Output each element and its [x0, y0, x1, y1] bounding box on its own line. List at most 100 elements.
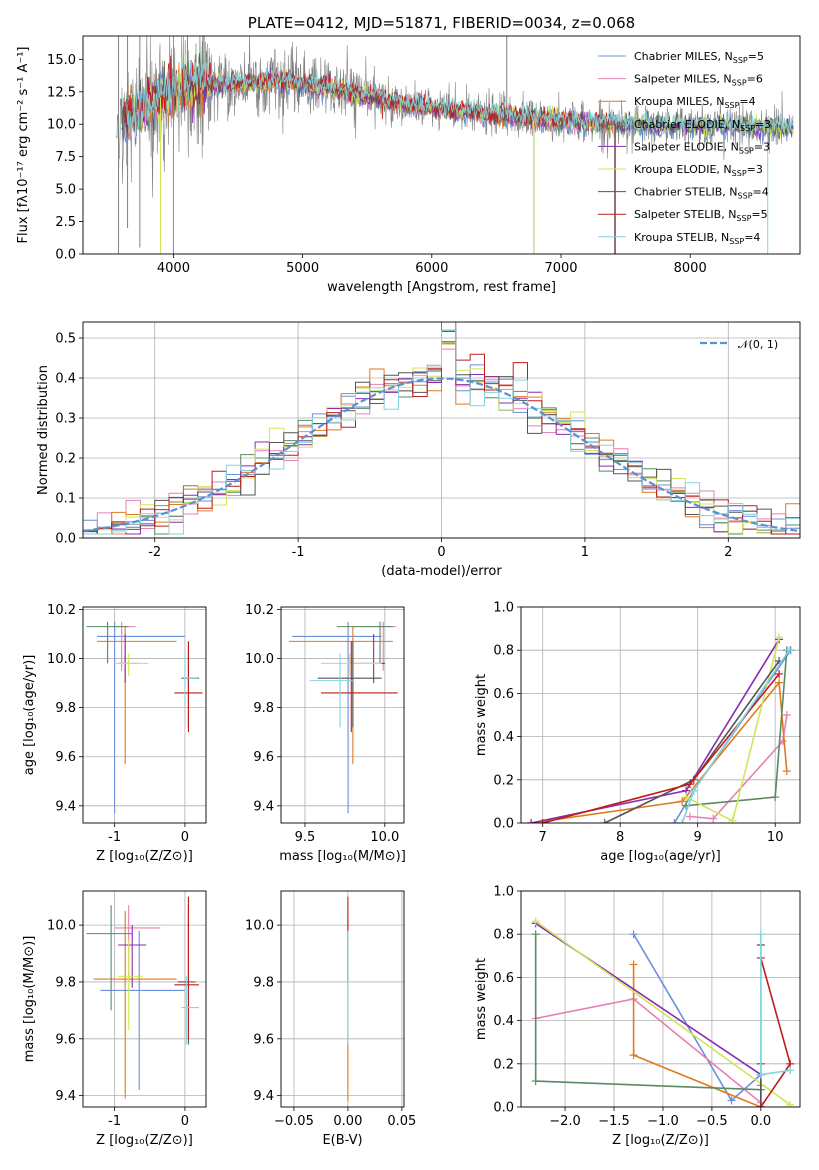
y-tick-label: 10.0 — [47, 652, 76, 667]
weight-marker-salpeter-stelib — [775, 669, 784, 678]
age-vs-mass-panel-plot-area — [288, 621, 398, 814]
y-tick-label: 9.8 — [55, 701, 76, 716]
axes-frame — [280, 890, 405, 1108]
y-tick-label: 1.0 — [493, 601, 514, 616]
y-tick-label: 0.0 — [55, 248, 76, 263]
weight-marker-kroupa-stelib — [756, 930, 765, 939]
legend-name: Salpeter ELODIE, N — [634, 140, 739, 153]
weight-line-salpeter-miles — [689, 714, 788, 820]
weight-marker-salpeter-stelib — [538, 819, 547, 823]
legend-name: Salpeter STELIB, N — [634, 208, 736, 221]
legend-name: Kroupa STELIB, N — [634, 231, 729, 244]
weight-line-kroupa-elodie — [535, 920, 791, 1106]
legend-suffix: =3 — [754, 140, 770, 153]
legend-sub: SSP — [738, 192, 753, 201]
x-tick-label: −1.5 — [598, 1114, 630, 1129]
y-tick-label: 9.4 — [253, 799, 274, 814]
weight-marker-chabrier-stelib — [600, 819, 609, 823]
x-axis-label: Z [log₁₀(Z/Z⊙)] — [96, 849, 193, 864]
legend-entry-chabrier-elodie: Chabrier ELODIE, NSSP=3 — [634, 118, 771, 133]
y-tick-label: 10.2 — [47, 603, 76, 618]
weight-line-salpeter-stelib — [760, 957, 792, 1107]
legend-name: Chabrier ELODIE, N — [634, 118, 740, 131]
weight-line-kroupa-miles — [530, 680, 788, 823]
legend-sub: SSP — [736, 214, 751, 223]
age-vs-mass-panel: 9.5 10.0 9.4 9.6 9.8 10.0 10.2 mass [log₁₀(M/M⊙… — [245, 603, 406, 864]
legend-sub: SSP — [733, 56, 748, 65]
x-tick-label: 0 — [437, 545, 445, 560]
legend-entry-salpeter-stelib: Salpeter STELIB, NSSP=5 — [634, 208, 768, 223]
y-tick-label: 0.0 — [493, 1101, 514, 1116]
legend-suffix: =3 — [755, 118, 771, 131]
weight-marker-kroupa-elodie — [775, 633, 784, 642]
y-tick-label: 0.4 — [493, 730, 514, 745]
y-tick-label: 0.5 — [55, 332, 76, 347]
mass-weight-vs-age-panel: 7 8 9 10 0.0 0.2 0.4 0.6 0.8 1.0 age [log₁₀(age/yr… — [474, 601, 801, 864]
age-vs-metallicity-panel-plot-area — [86, 621, 203, 814]
y-tick-label: 5.0 — [55, 183, 76, 198]
axes-frame — [82, 321, 801, 539]
x-tick-label: -2 — [148, 545, 161, 560]
y-axis-label: mass [log₁₀(M/M⊙)] — [22, 936, 37, 1063]
weight-line-salpeter-miles — [535, 998, 762, 1104]
weight-line-kroupa-elodie — [685, 637, 780, 822]
x-axis-label: (data-model)/error — [381, 564, 502, 579]
weight-marker-chabrier-miles — [727, 1096, 736, 1105]
legend-sub: SSP — [729, 237, 744, 246]
x-tick-label: 0.0 — [750, 1114, 771, 1129]
y-tick-label: 9.8 — [253, 701, 274, 716]
weight-marker-kroupa-stelib — [786, 1066, 795, 1075]
x-axis-label: Z [log₁₀(Z/Z⊙)] — [96, 1133, 193, 1148]
y-tick-label: 1.0 — [493, 885, 514, 900]
x-axis-label: E(B-V) — [322, 1133, 362, 1148]
y-tick-label: 0.0 — [55, 532, 76, 547]
spectrum-panel: 4000 5000 6000 7000 8000 0.0 2.5 5.0 7.5 10.0 12.5… — [16, 14, 801, 295]
weight-line-salpeter-elodie — [530, 638, 780, 823]
weight-marker-kroupa-elodie — [531, 917, 540, 926]
residual-histogram-panel: -2 -1 0 1 2 0.0 0.1 0.2 0.3 0.4 0.5 (data-model)/er… — [36, 321, 801, 579]
y-tick-label: 9.6 — [55, 1032, 76, 1047]
x-axis-label: wavelength [Angstrom, rest frame] — [327, 280, 556, 295]
axes-frame — [280, 606, 405, 824]
y-tick-label: 0.4 — [493, 1014, 514, 1029]
legend-entry-kroupa-miles: Kroupa MILES, NSSP=4 — [634, 95, 756, 110]
weight-marker-kroupa-elodie — [682, 793, 691, 802]
y-tick-label: 9.4 — [253, 1089, 274, 1104]
weight-marker-kroupa-miles — [775, 678, 784, 687]
x-tick-label: −0.05 — [274, 1114, 314, 1129]
model-spectrum-kroupa-stelib — [126, 58, 794, 137]
y-axis-label: mass weight — [474, 674, 489, 756]
weight-marker-chabrier-elodie — [771, 793, 780, 802]
legend-entry-kroupa-elodie: Kroupa ELODIE, NSSP=3 — [634, 163, 763, 178]
histogram-chabrier-stelib — [83, 341, 800, 535]
spectrum-plot-area — [116, 36, 794, 254]
y-tick-label: 0.1 — [55, 492, 76, 507]
legend-entry-salpeter-elodie: Salpeter ELODIE, NSSP=3 — [634, 140, 770, 155]
y-axis-label: Normed distribution — [36, 365, 51, 495]
legend-name: Kroupa MILES, N — [634, 95, 724, 108]
y-tick-label: 0.2 — [493, 773, 514, 788]
x-tick-label: 8000 — [674, 261, 707, 276]
mass-vs-metallicity-panel-plot-area — [86, 896, 199, 1099]
x-tick-label: −0.5 — [696, 1114, 728, 1129]
weight-line-kroupa-stelib — [759, 934, 791, 1076]
weight-marker-kroupa-miles — [629, 1051, 638, 1060]
x-tick-label: 10 — [767, 830, 784, 845]
legend-name: Salpeter MILES, N — [634, 73, 732, 86]
y-tick-label: 9.8 — [55, 975, 76, 990]
x-tick-label: -1 — [292, 545, 305, 560]
y-tick-label: 12.5 — [47, 85, 76, 100]
y-tick-label: 2.5 — [55, 215, 76, 230]
weight-marker-salpeter-stelib — [756, 1103, 765, 1107]
y-axis-label: age [log₁₀(age/yr)] — [22, 655, 37, 776]
y-tick-label: 10.0 — [245, 652, 274, 667]
y-tick-label: 9.6 — [55, 750, 76, 765]
weight-marker-kroupa-elodie — [786, 1100, 795, 1107]
y-tick-label: 0.8 — [493, 644, 514, 659]
weight-marker-chabrier-elodie — [531, 1077, 540, 1086]
legend-suffix: =3 — [747, 163, 763, 176]
y-tick-label: 0.3 — [55, 412, 76, 427]
legend-sub: SSP — [732, 169, 747, 178]
legend-name: Chabrier STELIB, N — [634, 186, 738, 199]
